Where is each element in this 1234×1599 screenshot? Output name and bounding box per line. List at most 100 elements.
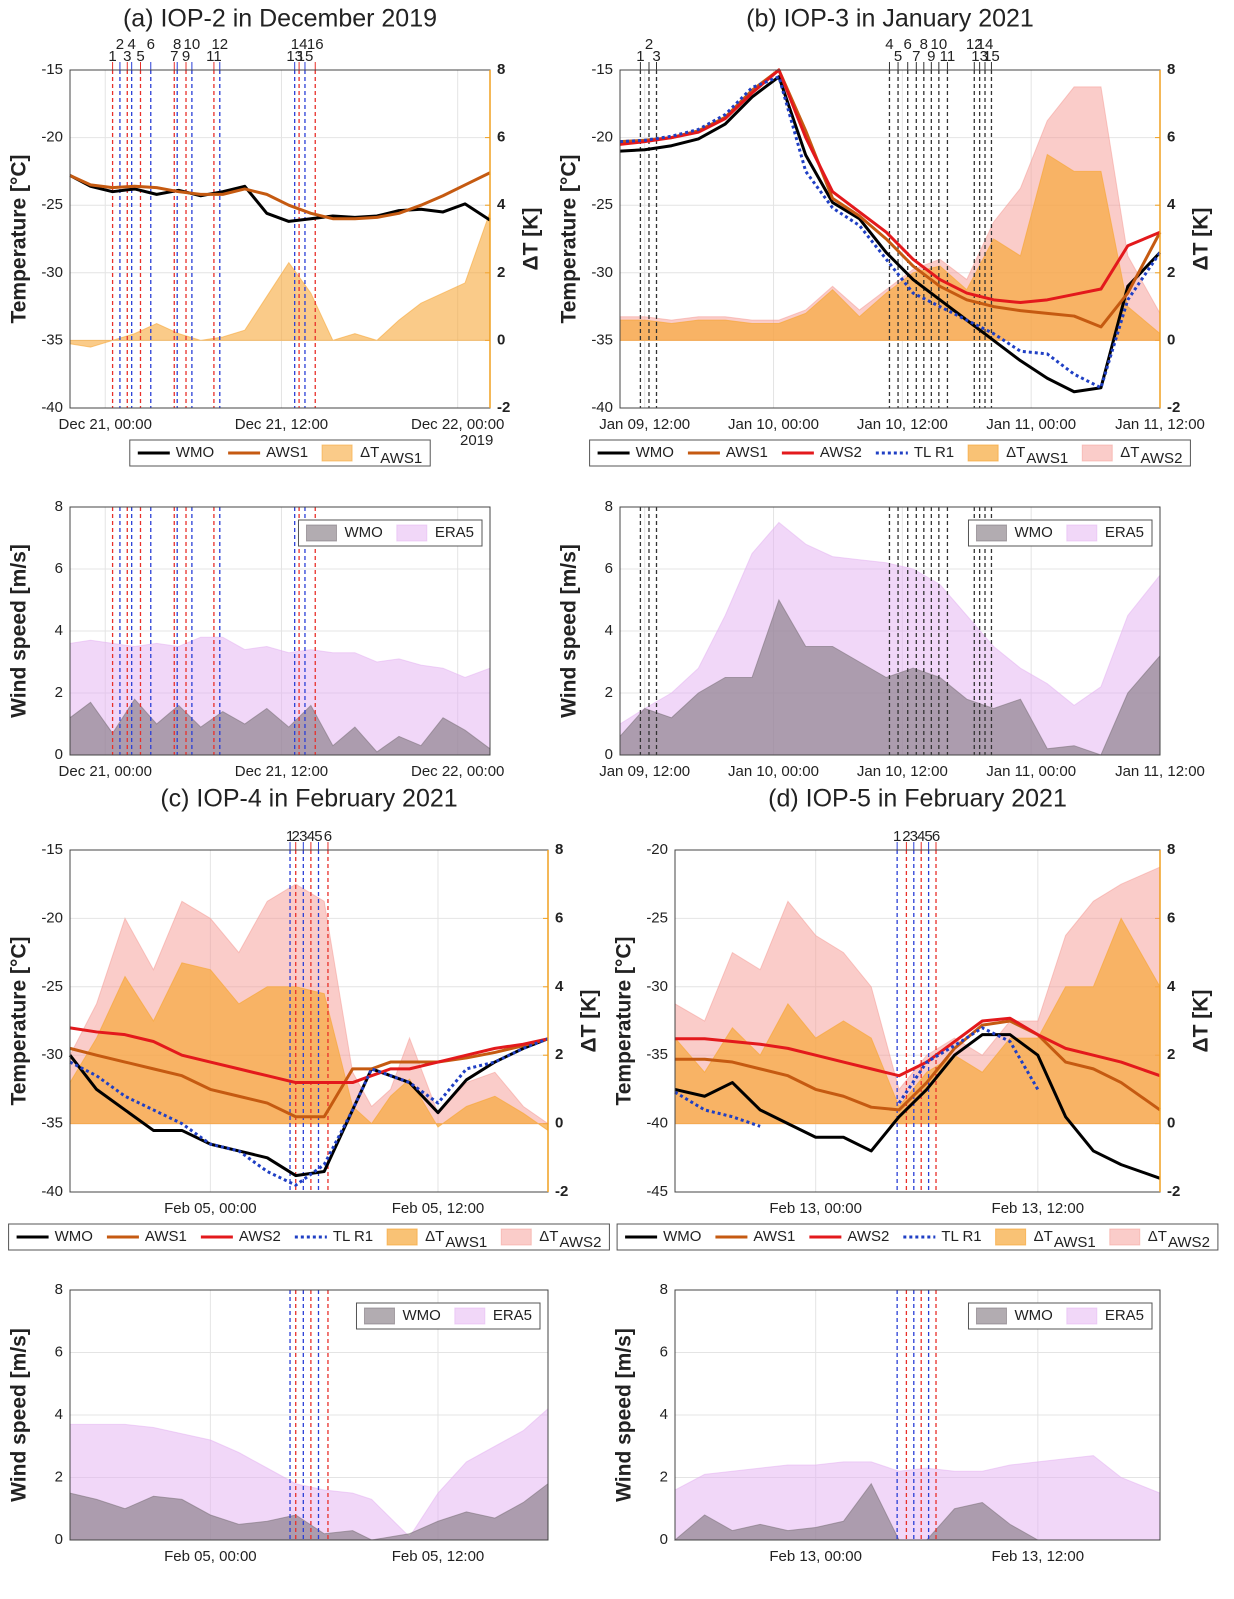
x-tick-label: Jan 10, 12:00	[857, 416, 948, 433]
legend-swatch	[975, 1307, 1007, 1325]
x-tick-label: Jan 09, 12:00	[599, 763, 690, 780]
x-tick-label: Jan 11, 12:00	[1115, 416, 1205, 433]
event-label: 12	[211, 36, 228, 53]
legend-swatch	[1109, 1228, 1141, 1246]
y2-tick-label: 6	[1167, 909, 1175, 926]
x-tick-label: Feb 05, 00:00	[164, 1548, 257, 1565]
y2-tick-label: -2	[497, 399, 510, 416]
legend-swatch	[995, 1228, 1027, 1246]
x-tick-label: Dec 22, 00:00	[411, 416, 504, 433]
event-label: 1	[286, 828, 294, 845]
event-label: 3	[299, 828, 307, 845]
area	[69, 1482, 549, 1541]
y2-axis-label: ΔT [K]	[1190, 208, 1213, 271]
legend-label: ΔT	[425, 1228, 444, 1245]
legend-swatch	[1066, 524, 1098, 542]
event-label: 5	[894, 48, 902, 65]
event-label: 2	[116, 36, 124, 53]
event-label: 6	[147, 36, 155, 53]
x-tick-label: Jan 11, 12:00	[1115, 763, 1205, 780]
legend-label: ERA5	[435, 524, 474, 541]
event-label: 8	[920, 36, 928, 53]
y-tick-label: -20	[646, 841, 668, 858]
chart-title: (a) IOP-2 in December 2019	[123, 5, 437, 33]
y-tick-label: 2	[55, 1468, 63, 1485]
legend-label-sub: AWS1	[1054, 1234, 1096, 1251]
y-axis-label: Temperature [°C]	[613, 936, 636, 1105]
event-label: 6	[324, 828, 332, 845]
legend-label: WMO	[1014, 1307, 1052, 1324]
legend-label: WMO	[636, 444, 674, 461]
legend-label: AWS2	[239, 1228, 281, 1245]
line	[68, 1037, 549, 1178]
y-axis-label: Wind speed [m/s]	[558, 544, 581, 718]
y-tick-label: -15	[41, 61, 63, 78]
event-label: 13	[286, 48, 303, 65]
legend-label-sub: AWS1	[1026, 450, 1068, 467]
y-tick-label: 4	[55, 622, 63, 639]
area	[69, 962, 549, 1132]
y2-tick-label: 4	[555, 978, 564, 995]
legend-label: ERA5	[493, 1307, 532, 1324]
legend-label: TL R1	[333, 1228, 373, 1245]
legend-label: WMO	[663, 1228, 701, 1245]
chart-title: (d) IOP-5 in February 2021	[768, 785, 1067, 813]
y2-tick-label: 2	[555, 1046, 563, 1063]
event-label: 5	[314, 828, 322, 845]
event-label: 16	[307, 36, 324, 53]
y-tick-label: 8	[55, 498, 63, 515]
y-tick-label: -35	[646, 1046, 668, 1063]
x-tick-label: Dec 21, 00:00	[59, 416, 152, 433]
y-tick-label: -25	[41, 978, 63, 995]
x-tick-label: Feb 05, 00:00	[164, 1200, 257, 1217]
line	[69, 1037, 549, 1119]
event-label: 4	[307, 828, 315, 845]
line	[675, 1019, 1161, 1112]
legend-label: TL R1	[914, 444, 954, 461]
x-tick-label: Jan 10, 12:00	[857, 763, 948, 780]
event-label: 4	[917, 828, 925, 845]
line	[674, 1026, 1040, 1128]
legend-label: ΔT	[1034, 1228, 1053, 1245]
x-tick-label: Feb 13, 00:00	[769, 1548, 862, 1565]
event-label: 12	[966, 36, 983, 53]
legend-label-sub: AWS1	[380, 450, 422, 467]
y2-tick-label: 8	[555, 841, 563, 858]
event-label: 2	[292, 828, 300, 845]
x-tick-label: Dec 22, 00:00	[411, 763, 504, 780]
y-tick-label: 2	[660, 1468, 668, 1485]
y2-tick-label: 8	[1167, 61, 1175, 78]
legend: WMO AWS1 AWS2 TL R1 ΔT AWS1 ΔT AWS2	[8, 1223, 610, 1251]
y-tick-label: 6	[605, 560, 613, 577]
y-tick-label: -15	[41, 841, 63, 858]
y-tick-label: -30	[41, 1046, 63, 1063]
line	[69, 1026, 549, 1085]
event-label: 8	[173, 36, 181, 53]
legend-swatch	[305, 524, 337, 542]
y-tick-label: -40	[591, 399, 613, 416]
x-tick-label: Jan 10, 00:00	[728, 763, 819, 780]
event-label: 5	[924, 828, 932, 845]
y-axis-label: Temperature [°C]	[8, 936, 31, 1105]
event-label: 14	[291, 36, 308, 53]
area	[619, 153, 1161, 341]
legend-label: AWS1	[266, 444, 308, 461]
y-tick-label: -35	[591, 331, 613, 348]
legend-label: WMO	[402, 1307, 440, 1324]
event-label: 14	[977, 36, 994, 53]
x-tick-label: Dec 21, 12:00	[235, 763, 328, 780]
event-label: 1	[893, 828, 901, 845]
legend-frame	[129, 439, 431, 467]
legend-swatch	[500, 1228, 532, 1246]
event-label: 6	[932, 828, 940, 845]
y-tick-label: -30	[646, 978, 668, 995]
x-tick-label: Jan 11, 00:00	[986, 416, 1076, 433]
legend: WMO ERA5	[297, 519, 483, 547]
legend: WMO ERA5	[355, 1302, 541, 1330]
y2-tick-label: -2	[555, 1183, 568, 1200]
y-tick-label: 2	[605, 684, 613, 701]
y-tick-label: -40	[41, 399, 63, 416]
y-tick-label: 0	[55, 1531, 63, 1548]
y-tick-label: 2	[55, 684, 63, 701]
y-tick-label: 4	[660, 1406, 668, 1423]
